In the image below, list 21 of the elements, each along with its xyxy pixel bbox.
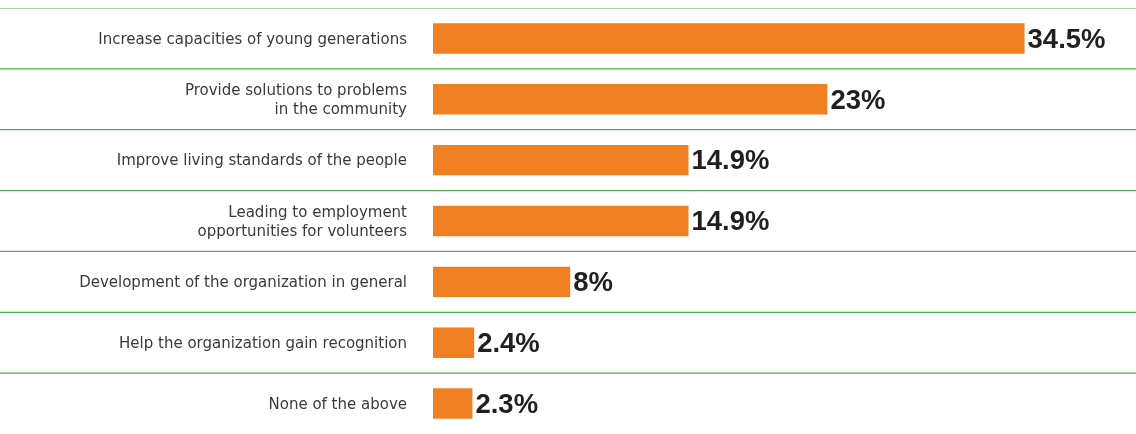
bar <box>433 327 475 358</box>
bar <box>433 205 689 237</box>
y-tick-label: Development of the organization in general <box>79 273 407 292</box>
y-tick-label: Provide solutions to problems in the community <box>184 80 408 119</box>
data-label: 8% <box>573 266 613 298</box>
data-label: 23% <box>830 83 886 115</box>
y-tick-label: Leading to employment opportunities for volunteers <box>197 202 408 240</box>
y-tick-label: Improve living standards of the people <box>116 151 407 170</box>
data-label: 2.3% <box>475 387 539 419</box>
bar <box>433 388 473 419</box>
y-tick-label: Help the organization gain recognition <box>119 333 407 352</box>
y-tick-label: Increase capacities of young generations <box>98 29 408 48</box>
bar <box>433 144 689 176</box>
data-label: 2.4% <box>477 327 540 359</box>
data-label: 14.9% <box>691 144 770 176</box>
bar <box>433 266 571 298</box>
data-label: 34.5% <box>1027 22 1106 54</box>
bar <box>433 23 1025 54</box>
data-label: 14.9% <box>691 205 770 237</box>
bar <box>433 84 828 115</box>
y-tick-label: None of the above <box>268 394 407 413</box>
